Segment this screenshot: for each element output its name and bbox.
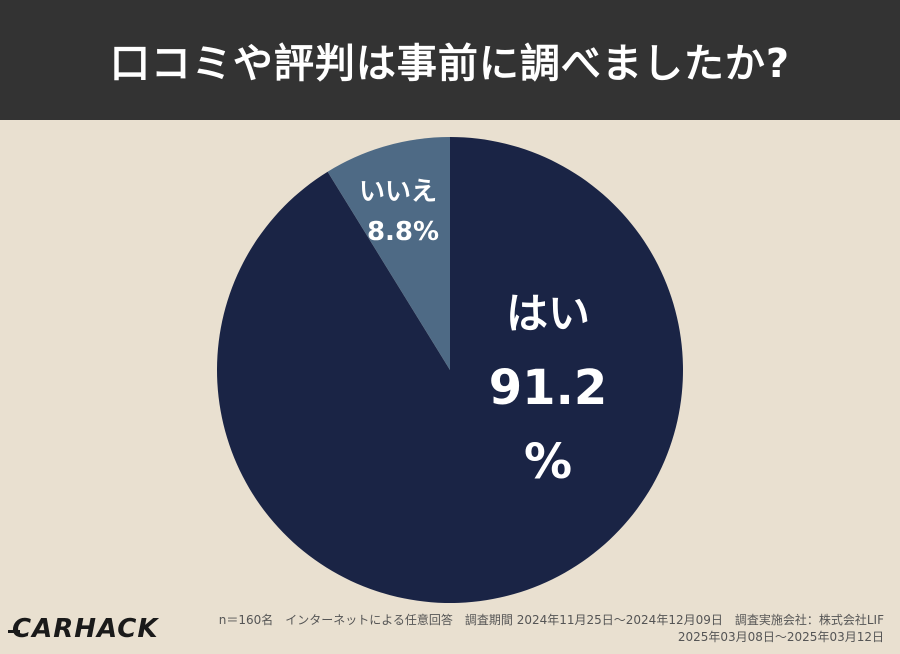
footnote-line-2: 2025年03月08日〜2025年03月12日 (677, 630, 884, 644)
footer: CARHACK n＝160名 インターネットによる任意回答 調査期間 2024年… (0, 610, 900, 654)
pie-chart-area: はい 91.2 % いいえ 8.8% (0, 120, 900, 610)
footnote-line-1: n＝160名 インターネットによる任意回答 調査期間 2024年11月25日〜2… (218, 613, 884, 627)
title-bar: 口コミや評判は事前に調べましたか? (0, 0, 900, 120)
logo-accent (8, 630, 20, 633)
slice-unit-yes: % (524, 434, 572, 490)
carhack-logo: CARHACK (12, 614, 159, 644)
pie-chart: はい 91.2 % いいえ 8.8% (217, 137, 683, 603)
slice-value-no: 8.8% (367, 217, 439, 247)
pie-slice-no (327, 137, 450, 370)
slice-label-no: いいえ (359, 177, 437, 207)
survey-footnote: n＝160名 インターネットによる任意回答 調査期間 2024年11月25日〜2… (219, 612, 884, 646)
slice-label-yes: はい (506, 289, 590, 338)
page-title: 口コミや評判は事前に調べましたか? (109, 41, 791, 87)
slice-value-yes: 91.2 (489, 360, 607, 416)
